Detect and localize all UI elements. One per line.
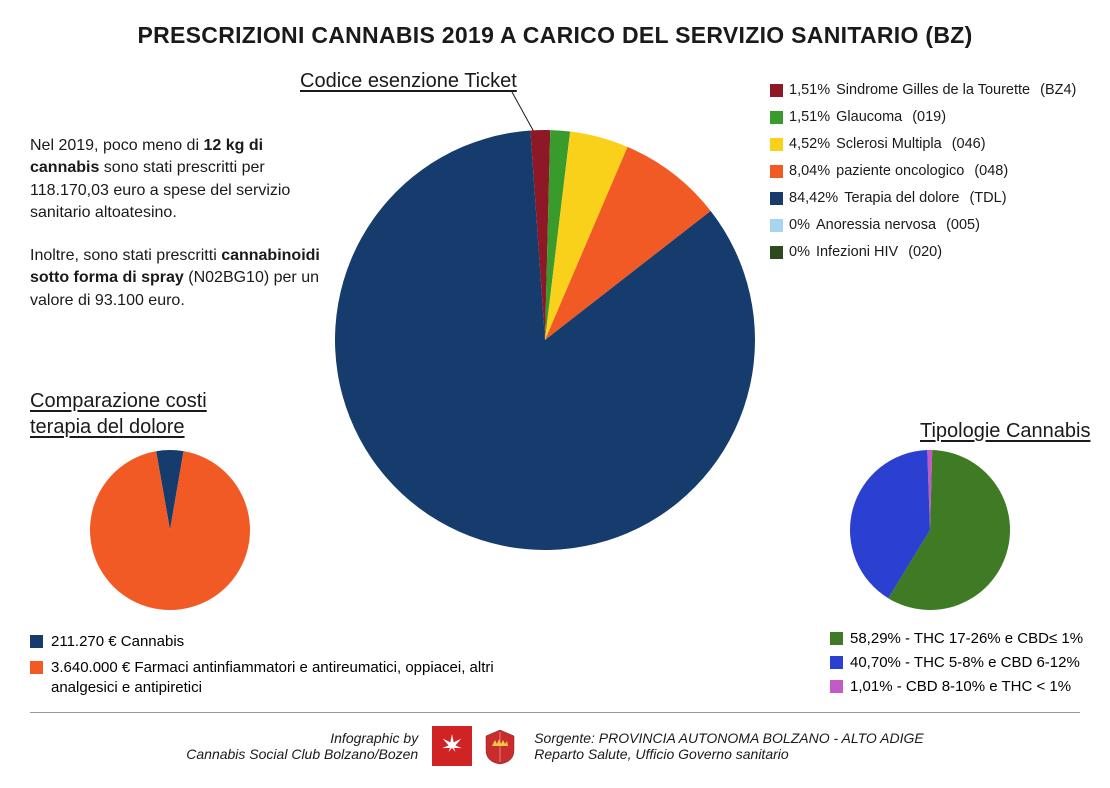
legend-swatch (770, 219, 783, 232)
legend-label: Sclerosi Multipla (836, 136, 942, 152)
legend-pct: 1,51% (789, 82, 830, 98)
legend-label: Infezioni HIV (816, 244, 898, 260)
legend-swatch (770, 138, 783, 151)
legend-code: (005) (946, 217, 980, 233)
description-1: Nel 2019, poco meno di 12 kg di cannabis… (30, 135, 335, 225)
tipologie-pie-chart (848, 448, 1012, 612)
legend-item: 40,70% - THC 5-8% e CBD 6-12% (830, 654, 1080, 671)
footer-infographic-by: Infographic by (186, 730, 418, 746)
legend-item: 0% Anoressia nervosa (005) (770, 217, 980, 233)
legend-swatch (830, 680, 843, 693)
subtitle-tipologie: Tipologie Cannabis (920, 420, 1090, 443)
legend-code: (048) (974, 163, 1008, 179)
comparison-pie-chart (88, 448, 252, 612)
legend-swatch (770, 84, 783, 97)
main-pie-chart (333, 128, 757, 552)
legend-code: (020) (908, 244, 942, 260)
page-title: PRESCRIZIONI CANNABIS 2019 A CARICO DEL … (0, 22, 1110, 49)
legend-item: 1,01% - CBD 8-10% e THC < 1% (830, 678, 1071, 695)
legend-label: Anoressia nervosa (816, 217, 936, 233)
legend-swatch (770, 246, 783, 259)
legend-code: (019) (912, 109, 946, 125)
legend-label: 211.270 € Cannabis (51, 632, 184, 652)
legend-item: 84,42% Terapia del dolore (TDL) (770, 190, 1007, 206)
legend-pct: 0% (789, 244, 810, 260)
footer-author: Cannabis Social Club Bolzano/Bozen (186, 746, 418, 762)
legend-item: 1,51% Sindrome Gilles de la Tourette (BZ4) (770, 82, 1076, 98)
subtitle-codice: Codice esenzione Ticket (300, 70, 517, 93)
legend-label: 40,70% - THC 5-8% e CBD 6-12% (850, 654, 1080, 671)
legend-code: (TDL) (969, 190, 1006, 206)
logo-csc-icon (432, 726, 472, 766)
legend-item: 58,29% - THC 17-26% e CBD≤ 1% (830, 630, 1083, 647)
legend-pct: 8,04% (789, 163, 830, 179)
legend-item: 0% Infezioni HIV (020) (770, 244, 942, 260)
legend-item: 3.640.000 € Farmaci antinfiammatori e an… (30, 658, 510, 699)
legend-label: 58,29% - THC 17-26% e CBD≤ 1% (850, 630, 1083, 647)
legend-label: Sindrome Gilles de la Tourette (836, 82, 1030, 98)
footer: Infographic by Cannabis Social Club Bolz… (0, 726, 1110, 766)
legend-swatch (830, 656, 843, 669)
legend-label: 3.640.000 € Farmaci antinfiammatori e an… (51, 658, 510, 699)
legend-label: Glaucoma (836, 109, 902, 125)
desc-text: Nel 2019, poco meno di (30, 137, 203, 154)
legend-item: 1,51% Glaucoma (019) (770, 109, 946, 125)
legend-swatch (770, 192, 783, 205)
desc-text: Inoltre, sono stati prescritti (30, 247, 221, 264)
description-2: Inoltre, sono stati prescritti cannabino… (30, 245, 335, 312)
legend-item: 4,52% Sclerosi Multipla (046) (770, 136, 986, 152)
legend-swatch (30, 661, 43, 674)
footer-source-dept: Reparto Salute, Ufficio Governo sanitari… (534, 746, 924, 762)
legend-item: 8,04% paziente oncologico (048) (770, 163, 1008, 179)
legend-pct: 4,52% (789, 136, 830, 152)
footer-divider (30, 712, 1080, 713)
legend-swatch (770, 111, 783, 124)
subtitle-comparazione: Comparazione costiterapia del dolore (30, 388, 207, 440)
legend-label: 1,01% - CBD 8-10% e THC < 1% (850, 678, 1071, 695)
legend-pct: 84,42% (789, 190, 838, 206)
legend-swatch (770, 165, 783, 178)
legend-code: (BZ4) (1040, 82, 1076, 98)
logo-provincia-icon (480, 726, 520, 766)
legend-pct: 1,51% (789, 109, 830, 125)
legend-pct: 0% (789, 217, 810, 233)
legend-swatch (830, 632, 843, 645)
legend-swatch (30, 635, 43, 648)
legend-label: Terapia del dolore (844, 190, 959, 206)
legend-code: (046) (952, 136, 986, 152)
legend-item: 211.270 € Cannabis (30, 632, 510, 652)
footer-source: Sorgente: PROVINCIA AUTONOMA BOLZANO - A… (534, 730, 924, 746)
legend-label: paziente oncologico (836, 163, 964, 179)
